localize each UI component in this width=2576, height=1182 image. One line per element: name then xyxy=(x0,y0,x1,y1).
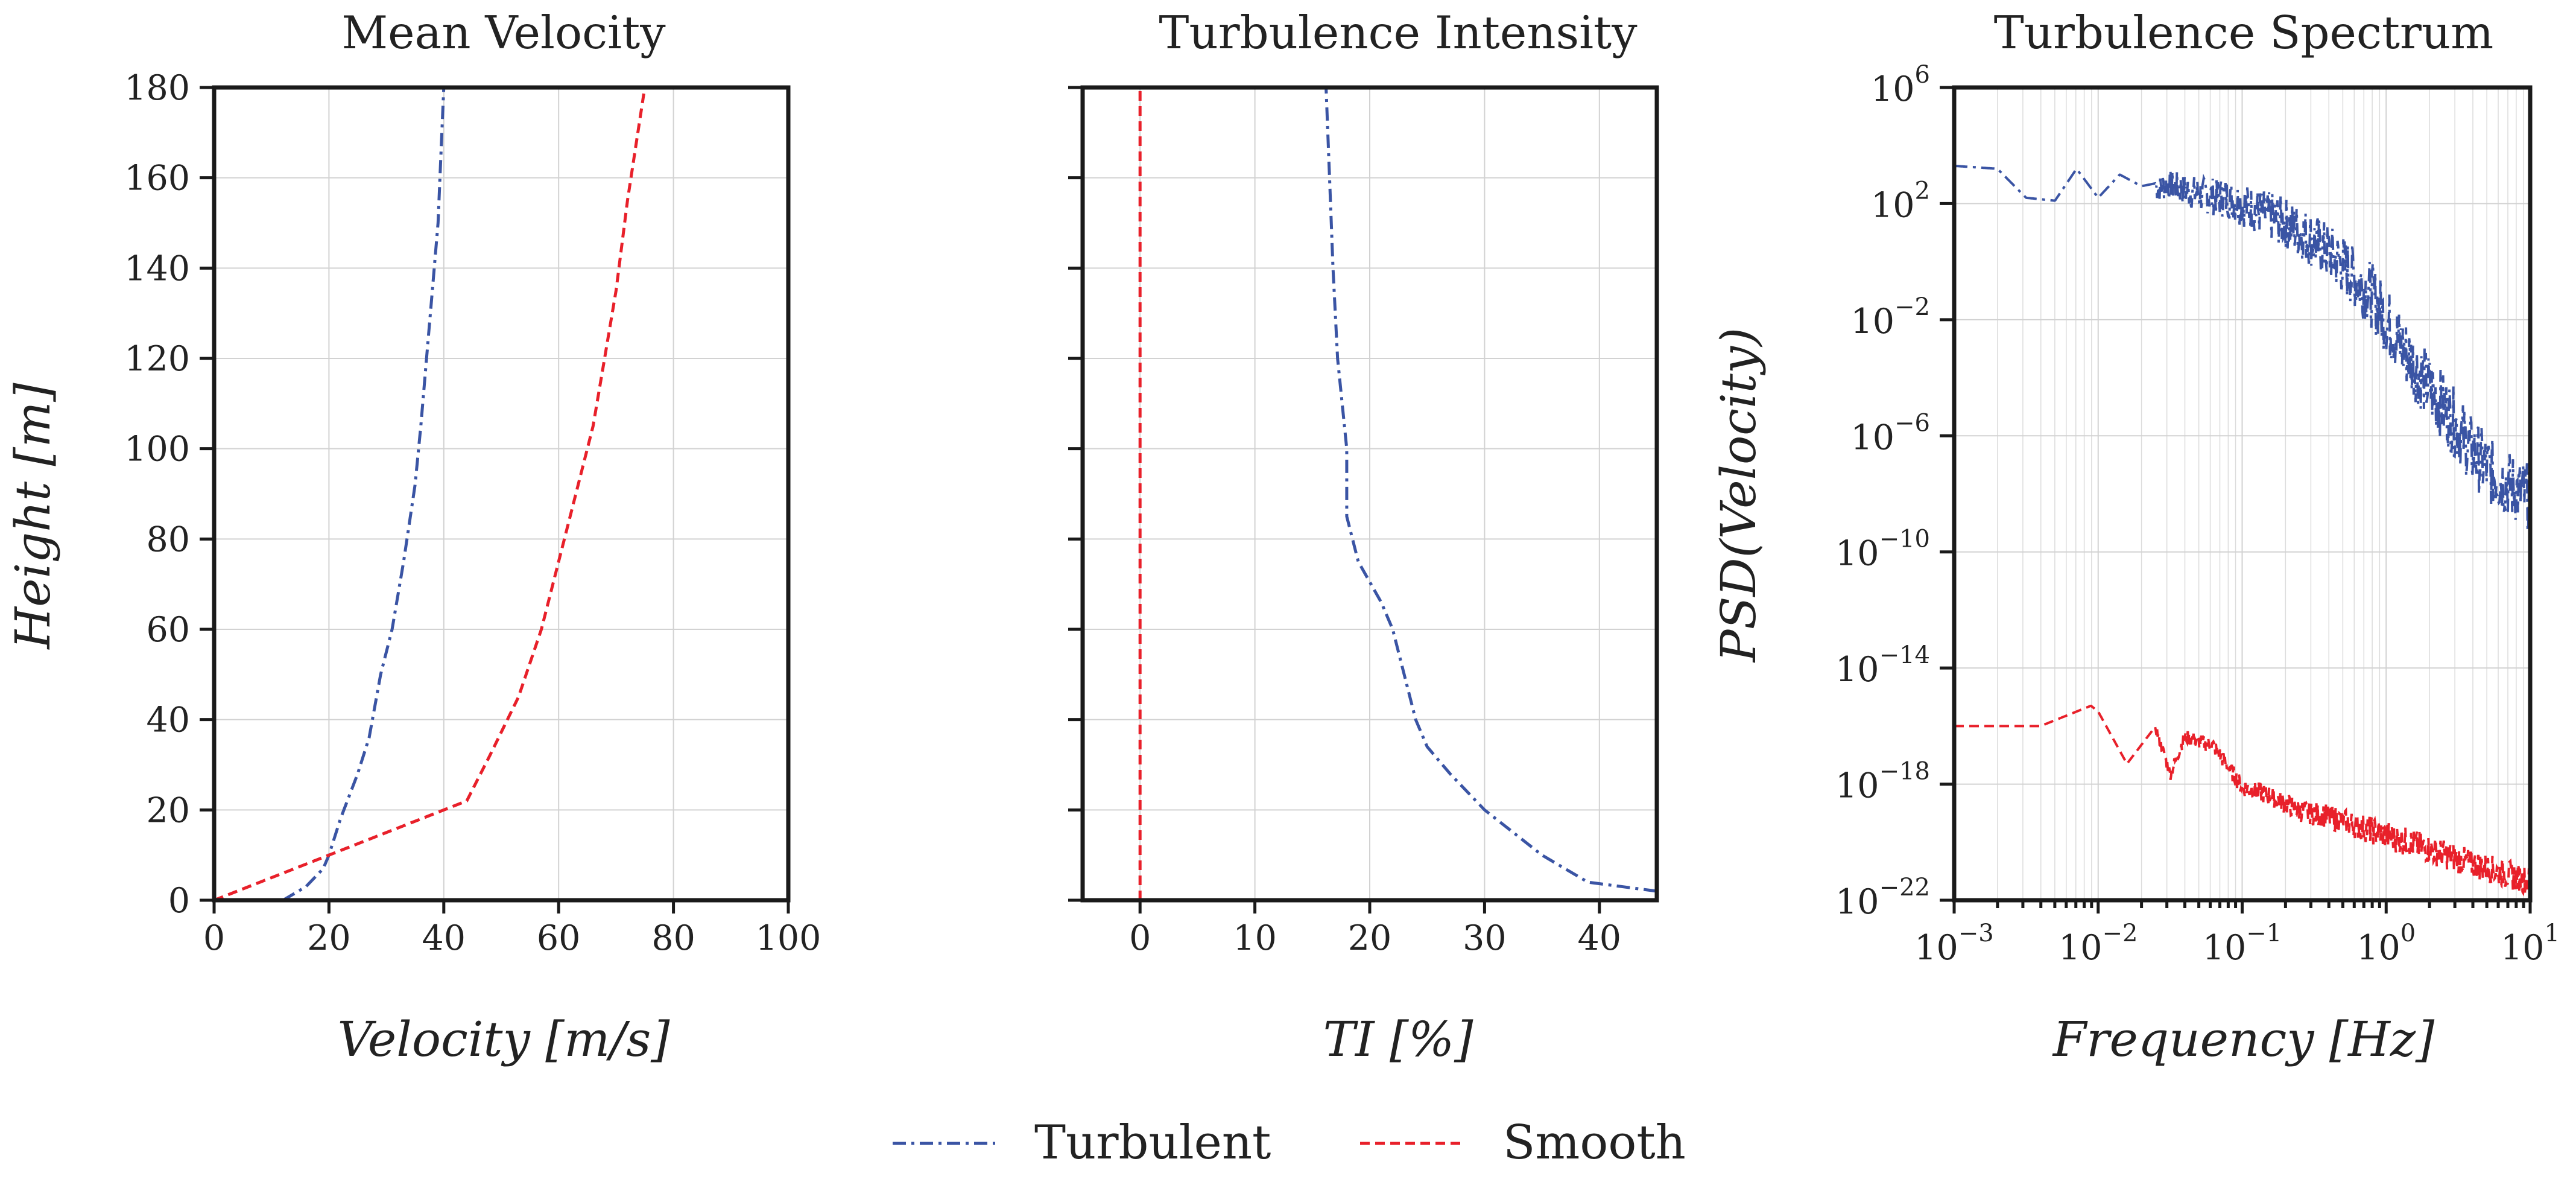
turbulence-spectrum-ylabel: PSD(Velocity) xyxy=(1710,328,1767,663)
turbulence-spectrum-panel: Turbulence Spectrum Frequency [Hz] PSD(V… xyxy=(1710,6,2560,1067)
x-tick-label: 10−3 xyxy=(1914,920,1994,968)
legend-turbulent-label: Turbulent xyxy=(1034,1116,1271,1170)
y-tick-label: 106 xyxy=(1871,61,1930,109)
turbulence-spectrum-title: Turbulence Spectrum xyxy=(1994,6,2494,59)
series-line-smooth xyxy=(214,87,647,902)
series-line-smooth xyxy=(1954,704,2531,897)
y-tick-label: 140 xyxy=(124,249,190,288)
y-tick-label: 10−6 xyxy=(1851,409,1931,457)
y-tick-label: 100 xyxy=(124,430,190,469)
y-tick-label: 80 xyxy=(146,520,190,559)
series-line-turbulent xyxy=(1324,87,1657,893)
y-tick-label: 10−22 xyxy=(1835,874,1930,922)
legend-smooth-label: Smooth xyxy=(1503,1116,1686,1170)
x-tick-label: 40 xyxy=(1578,918,1622,958)
mean-velocity-xlabel: Velocity [m/s] xyxy=(338,1011,671,1067)
x-tick-label: 100 xyxy=(756,918,821,958)
y-tick-label: 160 xyxy=(124,159,190,199)
y-tick-label: 10−2 xyxy=(1851,293,1931,342)
x-tick-label: 40 xyxy=(422,918,466,958)
plot-frame xyxy=(1952,85,2533,903)
y-tick-label: 10−14 xyxy=(1835,641,1930,690)
plot-frame xyxy=(212,85,791,903)
mean-velocity-panel: Mean Velocity Velocity [m/s] Height [m] … xyxy=(5,6,821,1067)
y-tick-label: 20 xyxy=(146,790,190,830)
x-tick-label: 101 xyxy=(2501,920,2560,968)
x-tick-label: 0 xyxy=(1129,918,1151,958)
plot-frame xyxy=(1080,85,1659,903)
x-tick-label: 30 xyxy=(1463,918,1507,958)
y-tick-label: 120 xyxy=(124,339,190,379)
x-tick-label: 0 xyxy=(203,918,225,958)
x-tick-label: 60 xyxy=(537,918,581,958)
turbulence-spectrum-xlabel: Frequency [Hz] xyxy=(2052,1011,2435,1067)
x-tick-label: 20 xyxy=(1348,918,1392,958)
x-tick-label: 10 xyxy=(1233,918,1277,958)
y-tick-label: 10−18 xyxy=(1835,758,1930,806)
x-tick-label: 10−2 xyxy=(2059,920,2138,968)
y-tick-label: 60 xyxy=(146,610,190,650)
mean-velocity-title: Mean Velocity xyxy=(341,6,666,59)
x-tick-label: 100 xyxy=(2356,920,2416,968)
x-tick-label: 80 xyxy=(651,918,695,958)
legend: Turbulent Smooth xyxy=(893,1116,1686,1170)
x-tick-label: 20 xyxy=(307,918,351,958)
y-tick-label: 40 xyxy=(146,701,190,740)
turbulence-intensity-title: Turbulence Intensity xyxy=(1159,6,1638,59)
turbulence-intensity-panel: Turbulence Intensity TI [%] 0 10 20 30 40 xyxy=(1068,6,1659,1067)
y-tick-label: 10−10 xyxy=(1835,526,1930,574)
x-tick-label: 10−1 xyxy=(2203,920,2282,968)
mean-velocity-ylabel: Height [m] xyxy=(5,383,61,650)
turbulence-intensity-xlabel: TI [%] xyxy=(1323,1011,1474,1067)
y-tick-label: 102 xyxy=(1871,177,1930,225)
y-tick-label: 180 xyxy=(124,68,190,108)
series-line-turbulent xyxy=(282,87,446,902)
y-tick-label: 0 xyxy=(168,881,190,921)
